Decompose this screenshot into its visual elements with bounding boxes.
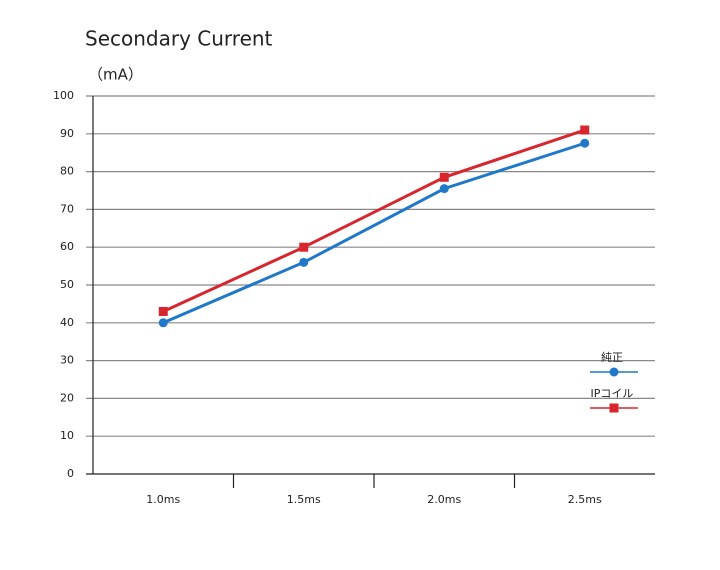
legend-label: IPコイル xyxy=(591,387,634,400)
legend-marker xyxy=(609,403,619,413)
marker xyxy=(580,138,590,148)
y-tick-label: 70 xyxy=(60,202,74,215)
x-tick-label: 2.0ms xyxy=(427,493,461,506)
y-tick-label: 10 xyxy=(60,429,74,442)
legend-marker xyxy=(609,367,619,377)
marker xyxy=(439,184,449,194)
y-tick-label: 90 xyxy=(60,127,74,140)
y-tick-label: 20 xyxy=(60,391,74,404)
marker xyxy=(439,172,449,182)
x-tick-label: 1.0ms xyxy=(146,493,180,506)
y-tick-label: 80 xyxy=(60,165,74,178)
y-tick-label: 30 xyxy=(60,354,74,367)
y-tick-label: 100 xyxy=(53,89,74,102)
legend-label: 純正 xyxy=(601,351,623,364)
marker xyxy=(580,125,590,135)
marker xyxy=(299,242,309,252)
y-tick-label: 50 xyxy=(60,278,74,291)
y-tick-label: 0 xyxy=(67,467,74,480)
marker xyxy=(299,257,309,267)
marker xyxy=(158,306,168,316)
y-tick-label: 60 xyxy=(60,240,74,253)
line xyxy=(162,128,586,313)
chart-title: Secondary Current xyxy=(85,27,273,51)
x-tick-label: 2.5ms xyxy=(568,493,602,506)
y-axis-label: （mA） xyxy=(88,66,143,84)
y-tick-label: 40 xyxy=(60,316,74,329)
line xyxy=(162,141,586,325)
marker xyxy=(158,318,168,328)
x-tick-label: 1.5ms xyxy=(287,493,321,506)
